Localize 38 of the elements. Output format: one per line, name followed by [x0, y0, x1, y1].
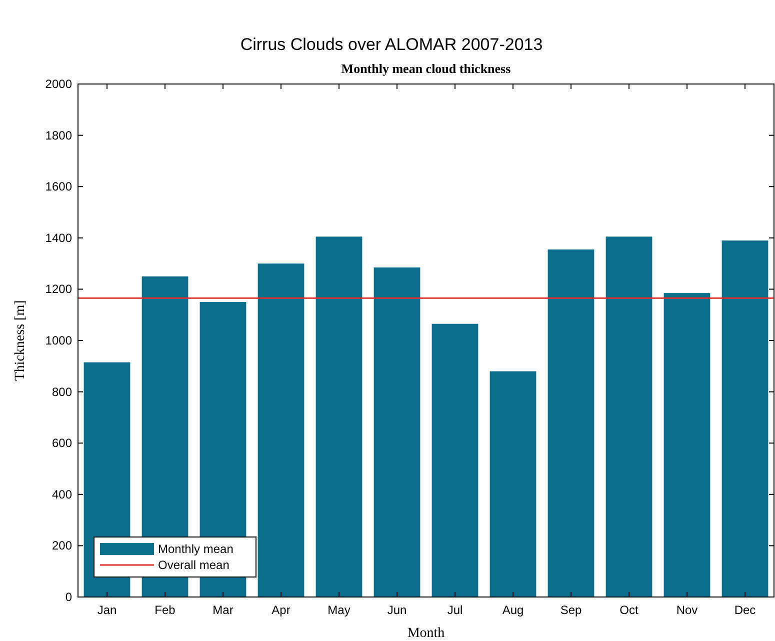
x-tick-label: Aug — [502, 603, 524, 617]
bar — [316, 236, 362, 597]
x-tick-label: Sep — [560, 603, 582, 617]
bar — [432, 324, 478, 597]
legend-label: Monthly mean — [158, 542, 234, 556]
y-tick-label: 800 — [52, 384, 72, 399]
x-tick-label: Apr — [272, 603, 290, 617]
bar — [722, 240, 768, 597]
x-tick-label: Mar — [212, 603, 234, 617]
y-tick-label: 1000 — [45, 334, 72, 348]
y-tick-label: 2000 — [45, 77, 72, 91]
x-tick-label: Jul — [447, 603, 463, 617]
y-tick-label: 1800 — [45, 128, 72, 142]
y-tick-label: 1200 — [45, 282, 72, 296]
legend-label: Overall mean — [158, 558, 230, 572]
bar — [606, 236, 652, 597]
y-tick-label: 400 — [52, 487, 72, 502]
x-tick-label: Jun — [387, 603, 407, 617]
y-tick-label: 0 — [65, 590, 72, 604]
x-tick-label: Feb — [154, 603, 176, 617]
y-tick-label: 600 — [52, 436, 72, 450]
bar — [374, 267, 420, 597]
x-tick-label: May — [328, 603, 350, 617]
bar — [548, 249, 594, 597]
y-axis-title: Thickness [m] — [13, 300, 28, 381]
x-tick-label: Nov — [676, 603, 698, 617]
y-tick-label: 1400 — [45, 230, 72, 245]
x-tick-label: Jan — [97, 603, 117, 617]
chart-subtitle: Monthly mean cloud thickness — [341, 61, 511, 76]
chart-title: Cirrus Clouds over ALOMAR 2007-2013 — [240, 35, 543, 54]
y-tick-label: 200 — [52, 538, 72, 553]
x-tick-label: Dec — [734, 603, 756, 617]
y-tick-label: 1600 — [45, 180, 72, 194]
x-axis-title: Month — [407, 626, 445, 641]
bar — [664, 293, 710, 597]
bar — [258, 264, 304, 597]
bar — [490, 371, 536, 597]
x-tick-label: Oct — [620, 603, 639, 617]
